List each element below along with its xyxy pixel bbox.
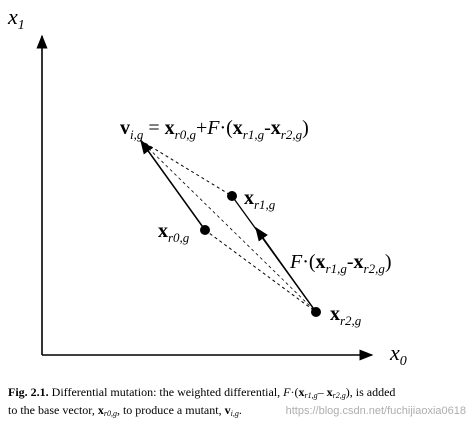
y-axis-label: x1 <box>7 4 25 33</box>
point-label: xr1,g <box>244 187 276 212</box>
dashed-line <box>204 229 317 313</box>
dashed-line <box>139 139 317 313</box>
difference-arrow <box>255 226 317 313</box>
mutant-arrow <box>140 139 206 231</box>
equation: vi,g = xr0,g+F·(xr1,g-xr2,g) <box>120 117 309 142</box>
point <box>227 191 237 201</box>
point <box>311 307 321 317</box>
difference-label: F·(xr1,g-xr2,g) <box>289 251 392 276</box>
watermark: https://blog.csdn.net/fuchijiaoxia0618 <box>286 405 466 417</box>
point-label: xr2,g <box>330 303 362 328</box>
caption-line: Fig. 2.1. Differential mutation: the wei… <box>8 385 395 400</box>
point-label: xr0,g <box>158 220 190 245</box>
x-axis-label: x0 <box>389 340 407 369</box>
vectors <box>139 139 321 317</box>
point <box>200 225 210 235</box>
axes: x1 x0 <box>7 4 407 369</box>
caption-line: to the base vector, xr0,g, to produce a … <box>8 403 242 418</box>
dashed-line <box>139 139 233 197</box>
